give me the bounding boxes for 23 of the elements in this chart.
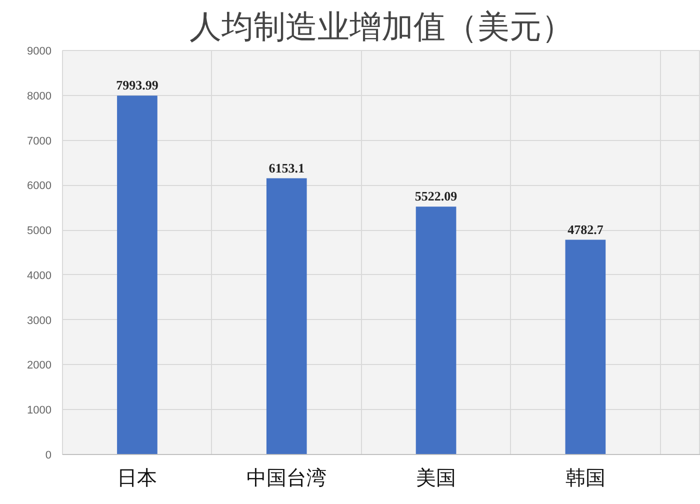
- y-tick-label: 5000: [27, 225, 52, 238]
- y-tick-label: 7000: [27, 135, 52, 148]
- x-tick-label: 美国: [416, 466, 456, 490]
- y-tick-label: 1000: [27, 404, 52, 417]
- data-label: 4782.7: [568, 222, 604, 237]
- y-tick-label: 8000: [27, 90, 52, 102]
- bar: [117, 96, 158, 454]
- x-tick-label: 中国台湾: [246, 466, 327, 490]
- bar: [565, 240, 606, 454]
- y-tick-label: 0: [45, 450, 52, 462]
- y-tick-label: 4000: [27, 270, 52, 282]
- data-label: 5522.09: [414, 188, 458, 204]
- bar: [266, 178, 307, 454]
- y-tick-label: 3000: [27, 314, 52, 327]
- chart-title: 人均制造业增加值（美元）: [190, 8, 574, 46]
- x-tick-label: 日本: [117, 466, 158, 490]
- bar: [416, 206, 456, 454]
- data-label: 7993.99: [116, 78, 159, 93]
- data-label: 6153.1: [268, 160, 304, 176]
- y-tick-label: 6000: [27, 180, 52, 192]
- y-tick-label: 2000: [27, 360, 52, 372]
- y-tick-label: 9000: [27, 46, 52, 58]
- x-tick-label: 韩国: [565, 466, 606, 490]
